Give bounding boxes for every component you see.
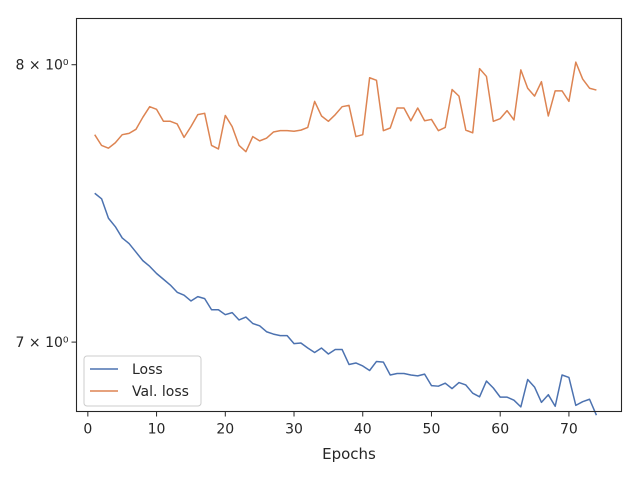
y-tick-label: 8 × 10⁰ — [16, 58, 69, 74]
x-tick-label: 30 — [285, 422, 303, 438]
x-tick-label: 40 — [354, 422, 372, 438]
x-tick-label: 50 — [423, 422, 441, 438]
legend-label-loss: Loss — [132, 362, 163, 378]
series-line-loss — [94, 192, 598, 416]
x-tick-label: 60 — [491, 422, 509, 438]
x-axis: 0 10 20 30 40 50 60 70 — [83, 411, 578, 438]
plot-area — [94, 61, 598, 416]
y-tick-label: 7 × 10⁰ — [16, 335, 69, 351]
plot-frame — [75, 17, 623, 413]
series-line-val-loss — [94, 61, 597, 153]
y-axis: 7 × 10⁰ 8 × 10⁰ — [16, 58, 77, 351]
x-tick-label: 0 — [83, 422, 92, 438]
legend-label-val-loss: Val. loss — [132, 384, 189, 400]
x-tick-label: 70 — [560, 422, 578, 438]
x-tick-label: 20 — [216, 422, 234, 438]
x-tick-label: 10 — [148, 422, 166, 438]
legend: Loss Val. loss — [83, 355, 202, 407]
x-axis-title: Epochs — [322, 445, 376, 463]
